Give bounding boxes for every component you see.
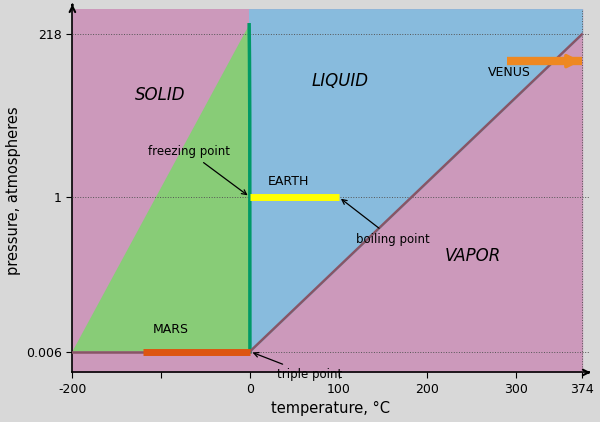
Text: LIQUID: LIQUID: [312, 72, 369, 89]
Text: boiling point: boiling point: [342, 200, 430, 246]
Text: VAPOR: VAPOR: [445, 247, 502, 265]
Polygon shape: [73, 9, 250, 352]
Text: triple point: triple point: [254, 352, 342, 381]
Text: MARS: MARS: [152, 323, 188, 336]
Y-axis label: pressure, atmospheres: pressure, atmospheres: [5, 107, 20, 275]
X-axis label: temperature, °C: temperature, °C: [271, 401, 390, 417]
Text: freezing point: freezing point: [148, 145, 247, 195]
Text: VENUS: VENUS: [488, 66, 530, 79]
Text: EARTH: EARTH: [268, 175, 309, 188]
Text: SOLID: SOLID: [134, 86, 185, 104]
